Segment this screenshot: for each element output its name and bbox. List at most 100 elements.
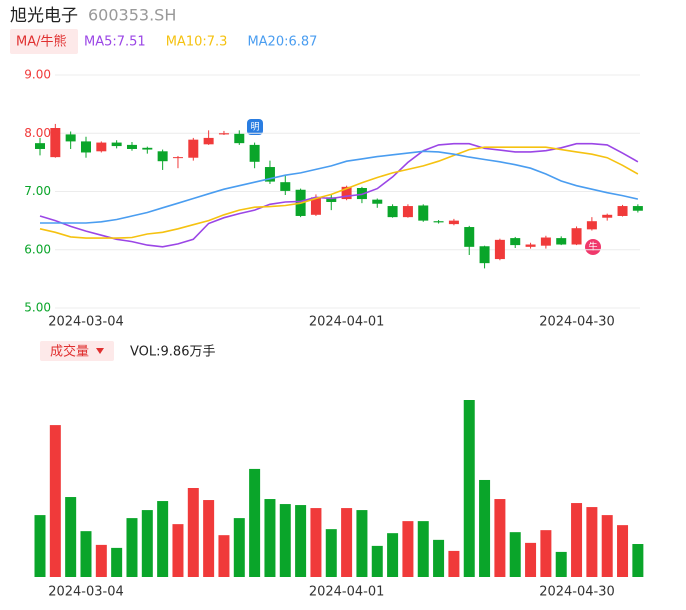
volume-bar bbox=[509, 532, 521, 577]
legend-label: MA20:6.87 bbox=[247, 35, 317, 50]
annotation-label[interactable]: 牛 bbox=[588, 241, 597, 253]
volume-bar bbox=[95, 544, 107, 577]
ma-line bbox=[39, 142, 639, 248]
volume-bar bbox=[172, 524, 184, 577]
y-tick-label: 7.00 bbox=[24, 184, 51, 198]
annotation-label[interactable]: 明 bbox=[250, 122, 259, 133]
legend-label: MA10:7.3 bbox=[166, 35, 228, 50]
candle-body bbox=[126, 144, 137, 149]
candle-body bbox=[35, 143, 45, 149]
y-tick-label: 8.00 bbox=[24, 126, 51, 140]
volume-bar bbox=[157, 501, 169, 577]
volume-bar bbox=[555, 551, 567, 577]
volume-bar bbox=[571, 503, 583, 577]
volume-bar bbox=[203, 500, 215, 577]
volume-bar bbox=[295, 505, 307, 577]
volume-bar bbox=[371, 545, 383, 577]
candle-body bbox=[111, 142, 122, 147]
volume-bar bbox=[479, 479, 491, 577]
volume-bar bbox=[126, 518, 138, 577]
volume-selector[interactable] bbox=[40, 341, 114, 361]
stock-title: 旭光电子 bbox=[10, 6, 78, 26]
volume-bar bbox=[80, 531, 92, 577]
candle-body bbox=[525, 244, 536, 247]
candle-body bbox=[510, 238, 521, 246]
ma-selector[interactable] bbox=[10, 29, 78, 54]
y-tick-label: 5.00 bbox=[24, 301, 51, 315]
candle-body bbox=[203, 137, 214, 145]
candle-body bbox=[632, 206, 643, 211]
x-tick-label: 2024-04-30 bbox=[539, 315, 615, 330]
candle-body bbox=[540, 237, 551, 246]
candle-body bbox=[494, 239, 505, 260]
candle-body bbox=[464, 227, 475, 247]
x-tick-label: 2024-04-30 bbox=[539, 585, 615, 600]
ma-line bbox=[39, 146, 639, 239]
candle-body bbox=[264, 167, 275, 182]
candle-body bbox=[433, 221, 444, 223]
dropdown-arrow[interactable] bbox=[96, 348, 104, 354]
candle-body bbox=[50, 128, 61, 158]
volume-value: VOL:9.86万手 bbox=[130, 345, 215, 360]
candle-body bbox=[218, 133, 229, 135]
volume-bar bbox=[264, 499, 276, 577]
candle-body bbox=[188, 139, 199, 158]
candle-body bbox=[586, 221, 597, 230]
candle-body bbox=[310, 197, 321, 215]
x-tick-label: 2024-04-01 bbox=[309, 585, 385, 600]
legend-label: MA5:7.51 bbox=[84, 35, 146, 50]
x-tick-label: 2024-03-04 bbox=[48, 585, 124, 600]
volume-bar bbox=[494, 499, 506, 577]
volume-bar bbox=[463, 400, 475, 577]
candle-body bbox=[448, 220, 459, 225]
volume-bar bbox=[433, 539, 445, 577]
volume-bar bbox=[218, 535, 230, 577]
volume-selector-label[interactable]: 成交量 bbox=[50, 344, 89, 360]
candle-body bbox=[96, 142, 107, 152]
volume-bar bbox=[279, 504, 291, 577]
volume-bar bbox=[387, 533, 399, 577]
candle-body bbox=[341, 186, 352, 200]
x-tick-label: 2024-04-01 bbox=[309, 315, 385, 330]
candle-body bbox=[617, 206, 628, 216]
candle-body bbox=[249, 144, 260, 162]
volume-bar bbox=[402, 521, 414, 577]
candle-body bbox=[80, 141, 91, 153]
candle-body bbox=[479, 246, 490, 264]
stock-code: 600353.SH bbox=[88, 6, 176, 25]
volume-bar bbox=[65, 497, 77, 577]
volume-bar bbox=[187, 487, 199, 577]
volume-bar bbox=[540, 530, 552, 577]
candle-body bbox=[418, 205, 429, 221]
volume-bar bbox=[49, 425, 61, 577]
volume-bar bbox=[525, 542, 537, 577]
volume-bar bbox=[341, 508, 353, 577]
y-tick-label: 9.00 bbox=[24, 68, 51, 82]
candle-body bbox=[402, 206, 413, 218]
candle-body bbox=[372, 199, 383, 204]
volume-bar bbox=[632, 544, 644, 577]
candle-body bbox=[280, 182, 291, 191]
candle-body bbox=[387, 206, 398, 218]
volume-bar bbox=[417, 521, 429, 577]
x-tick-label: 2024-03-04 bbox=[48, 315, 124, 330]
volume-bar bbox=[601, 515, 613, 577]
volume-bar bbox=[448, 550, 460, 577]
ma-line bbox=[40, 150, 639, 224]
volume-bar bbox=[586, 507, 598, 577]
volume-bar bbox=[356, 510, 368, 577]
volume-bar bbox=[325, 529, 337, 577]
ma-selector-label[interactable]: MA/牛熊 bbox=[16, 34, 67, 50]
annotation-icon[interactable] bbox=[585, 239, 601, 255]
candle-body bbox=[142, 147, 153, 150]
volume-bar bbox=[34, 515, 46, 577]
candle-body bbox=[571, 228, 582, 245]
candle-body bbox=[65, 134, 76, 142]
y-tick-label: 6.00 bbox=[24, 242, 51, 256]
volume-bar bbox=[141, 510, 153, 577]
volume-bar bbox=[310, 508, 322, 577]
candle-body bbox=[556, 238, 567, 245]
annotation-icon[interactable] bbox=[247, 119, 263, 135]
